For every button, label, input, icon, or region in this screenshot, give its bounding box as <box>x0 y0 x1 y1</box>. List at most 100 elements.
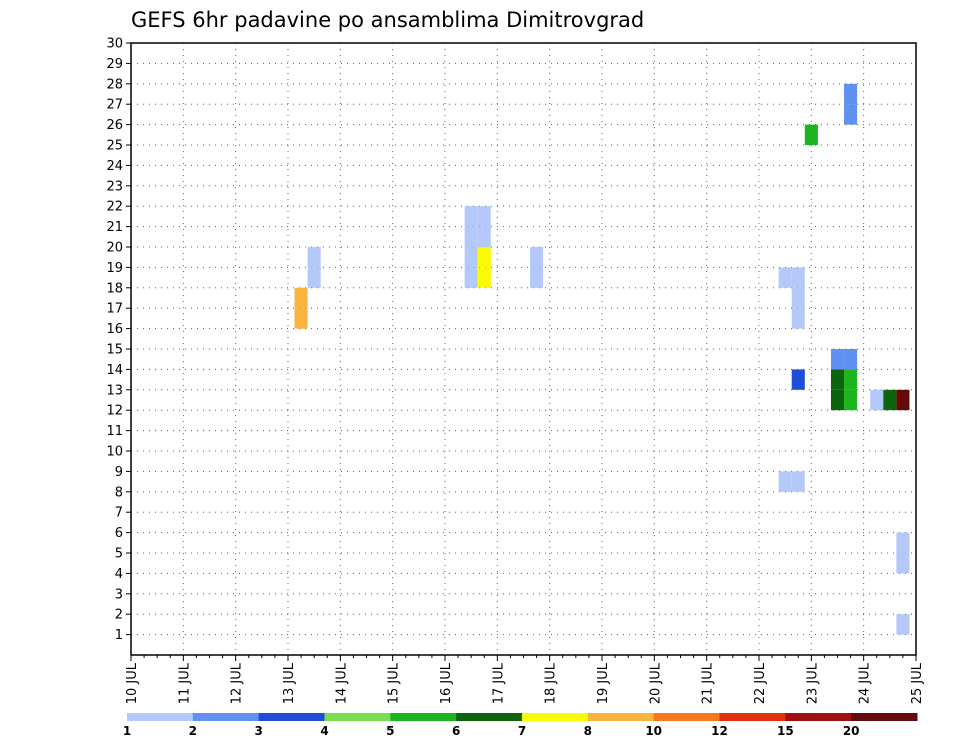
legend-label: 12 <box>711 724 728 738</box>
y-tick-label: 4 <box>115 567 123 582</box>
x-tick-label: 11 JUL <box>177 662 192 704</box>
x-tick-label: 17 JUL <box>491 662 506 704</box>
precip-cell <box>464 206 478 227</box>
precip-cell <box>477 206 491 227</box>
precip-cell <box>307 247 321 268</box>
legend-swatch <box>324 713 391 721</box>
y-tick-label: 28 <box>106 77 123 92</box>
y-tick-label: 13 <box>106 383 123 398</box>
legend-label: 6 <box>452 724 460 738</box>
precip-cell <box>791 471 805 492</box>
y-tick-label: 1 <box>115 628 123 643</box>
x-tick-label: 20 JUL <box>648 662 663 704</box>
precip-cell <box>477 226 491 247</box>
y-tick-label: 27 <box>106 98 123 113</box>
y-tick-label: 12 <box>106 404 123 419</box>
y-axis: 1234567891011121314151617181920212223242… <box>106 37 131 643</box>
y-tick-label: 2 <box>115 608 123 623</box>
legend-swatch <box>456 713 523 721</box>
y-tick-label: 26 <box>106 118 123 133</box>
legend-label: 3 <box>254 724 262 738</box>
legend-label: 1 <box>123 724 131 738</box>
legend-swatch <box>851 713 918 721</box>
y-tick-label: 17 <box>106 302 123 317</box>
precip-cell <box>294 287 308 309</box>
y-tick-label: 7 <box>115 506 123 521</box>
y-tick-label: 23 <box>106 179 123 194</box>
precip-cell <box>530 267 544 288</box>
precip-cell <box>778 267 792 288</box>
x-tick-label: 10 JUL <box>125 662 140 704</box>
precip-cell <box>307 267 321 288</box>
legend-label: 10 <box>645 724 662 738</box>
y-tick-label: 24 <box>106 159 123 174</box>
y-tick-label: 19 <box>106 261 123 276</box>
precip-cell <box>464 226 478 247</box>
precip-cell <box>844 83 858 105</box>
x-tick-label: 14 JUL <box>334 662 349 704</box>
precip-cell <box>791 369 805 390</box>
y-tick-label: 15 <box>106 343 123 358</box>
x-tick-label: 18 JUL <box>544 662 559 704</box>
chart-title: GEFS 6hr padavine po ansamblima Dimitrov… <box>131 8 644 32</box>
y-tick-label: 5 <box>115 547 123 562</box>
x-tick-label: 16 JUL <box>439 662 454 704</box>
precip-cell <box>477 247 491 268</box>
x-tick-label: 23 JUL <box>805 662 820 704</box>
precip-cell <box>791 267 805 288</box>
x-tick-label: 12 JUL <box>230 662 245 704</box>
y-tick-label: 11 <box>106 424 123 439</box>
y-tick-label: 18 <box>106 281 123 296</box>
y-tick-label: 8 <box>115 485 123 500</box>
precip-cell <box>896 389 910 411</box>
precip-cell <box>870 389 884 411</box>
x-tick-label: 13 JUL <box>282 662 297 704</box>
y-tick-label: 25 <box>106 139 123 154</box>
grid <box>130 42 917 655</box>
legend-label: 2 <box>189 724 197 738</box>
precip-cell <box>778 471 792 492</box>
y-tick-label: 10 <box>106 445 123 460</box>
legend-swatch <box>192 713 260 721</box>
legend-swatch <box>785 713 852 721</box>
x-tick-label: 24 JUL <box>858 662 873 704</box>
legend-label: 5 <box>386 724 394 738</box>
color-legend: 1 2 3 4 5 6 7 8 10 12 15 20 <box>123 713 918 738</box>
y-tick-label: 29 <box>106 57 123 72</box>
legend-swatch <box>653 713 720 721</box>
legend-swatch <box>127 713 194 721</box>
legend-label: 20 <box>843 724 860 738</box>
legend-label: 15 <box>777 724 794 738</box>
precip-cell <box>464 247 478 268</box>
precip-cell <box>830 349 845 370</box>
x-tick-label: 25 JUL <box>910 662 925 704</box>
precip-cell <box>844 104 858 125</box>
precip-cell <box>896 553 910 574</box>
y-tick-label: 22 <box>106 200 123 215</box>
precip-cell <box>464 267 478 288</box>
precip-cell <box>844 389 858 411</box>
x-tick-label: 15 JUL <box>387 662 402 704</box>
precip-cell <box>896 614 910 635</box>
y-tick-label: 6 <box>115 526 123 541</box>
legend-swatch <box>258 713 325 721</box>
x-tick-label: 21 JUL <box>701 662 716 704</box>
legend-swatch <box>390 713 457 721</box>
legend-label: 8 <box>584 724 592 738</box>
precip-cell <box>477 267 491 288</box>
y-tick-label: 16 <box>106 322 123 337</box>
y-tick-label: 21 <box>106 220 123 235</box>
precip-cell <box>530 247 544 268</box>
legend-label: 7 <box>518 724 526 738</box>
y-tick-label: 9 <box>115 465 123 480</box>
legend-swatch <box>587 713 655 721</box>
x-axis: 10 JUL 11 JUL 12 JUL 13 JUL 14 JUL 15 JUL 16 J… <box>125 655 925 704</box>
x-tick-label: 22 JUL <box>753 662 768 704</box>
x-tick-label: 19 JUL <box>596 662 611 704</box>
precip-cell <box>830 369 845 390</box>
precip-cell <box>896 532 910 553</box>
y-tick-label: 30 <box>106 37 123 52</box>
legend-swatch <box>522 713 589 721</box>
y-tick-label: 20 <box>106 241 123 256</box>
